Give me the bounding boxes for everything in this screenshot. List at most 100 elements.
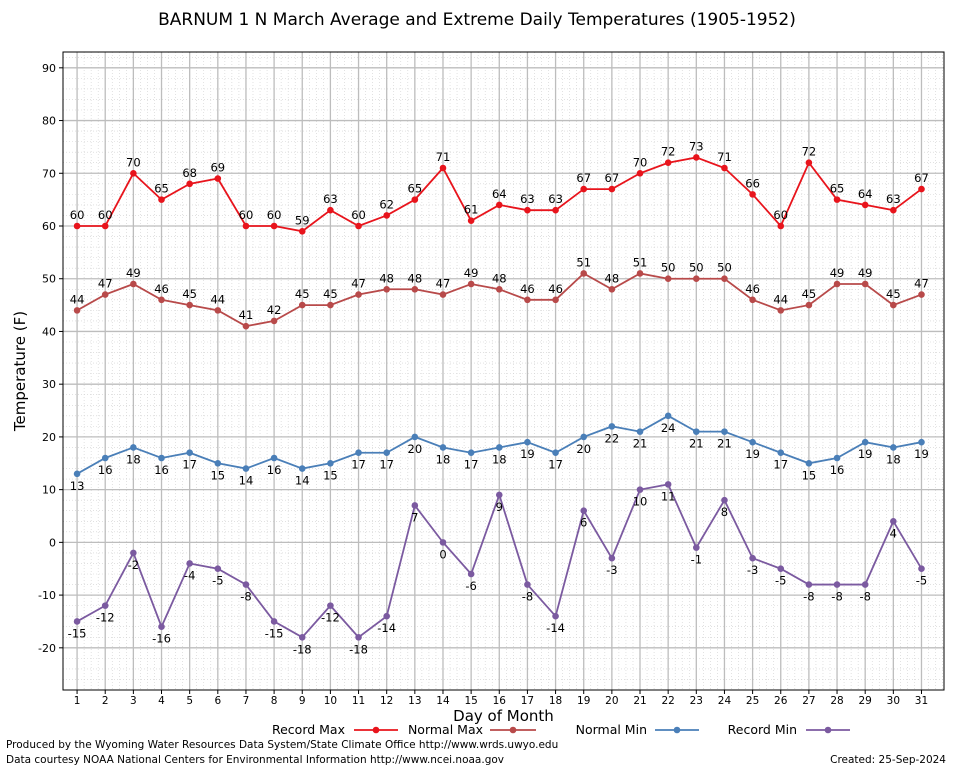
data-label: 46 — [548, 282, 563, 296]
data-point — [890, 301, 897, 309]
data-point — [327, 602, 334, 609]
data-label: 16 — [154, 463, 169, 477]
data-point — [101, 291, 109, 298]
legend-label-normal_max: Normal Max — [408, 722, 483, 737]
data-label: -8 — [240, 590, 251, 604]
data-point — [861, 201, 869, 209]
data-label: -6 — [465, 579, 476, 593]
x-axis: 1 2 3 4 5 6 7 8 9 10 11 12 13 14 15 16 17 18 19 20 21 22 23 24 2… — [74, 690, 928, 707]
data-label: 65 — [830, 182, 845, 196]
data-label: 67 — [576, 171, 591, 185]
data-point — [552, 206, 559, 214]
data-label: 49 — [126, 266, 141, 280]
data-point — [777, 449, 785, 457]
data-point — [73, 222, 81, 230]
data-point — [890, 206, 897, 214]
data-point — [439, 164, 447, 172]
data-point — [693, 428, 700, 435]
data-label: 45 — [802, 287, 817, 301]
data-label: 59 — [295, 213, 310, 227]
series-record_min: -15-12-2-16-4 -5-8-15-18-12-18-1470-69-8-… — [68, 481, 927, 656]
data-label: 16 — [98, 463, 113, 477]
data-point — [411, 285, 419, 293]
data-label: 20 — [408, 442, 423, 456]
data-point — [693, 544, 700, 551]
data-label: 72 — [802, 145, 817, 159]
data-point — [918, 438, 925, 446]
data-label: 71 — [436, 150, 451, 164]
data-label: -3 — [606, 563, 617, 577]
data-label: 72 — [661, 145, 676, 159]
data-label: 13 — [70, 479, 85, 493]
data-point — [833, 581, 841, 588]
data-point — [158, 296, 165, 304]
data-label: 46 — [520, 282, 535, 296]
data-point — [186, 301, 193, 309]
data-label: -3 — [747, 563, 758, 577]
data-point — [383, 285, 390, 293]
data-label: 49 — [858, 266, 873, 280]
data-label: -12 — [321, 611, 340, 625]
data-point — [552, 612, 559, 620]
data-point — [214, 459, 222, 467]
data-point — [270, 454, 278, 462]
data-label: 60 — [351, 208, 366, 222]
data-label: 49 — [830, 266, 845, 280]
data-label: -8 — [859, 590, 870, 604]
created-date: Created: 25-Sep-2024 — [830, 754, 946, 766]
data-label: 47 — [914, 277, 929, 291]
legend-label-normal_min: Normal Min — [576, 722, 647, 737]
x-tick-label: 21 — [633, 695, 646, 707]
data-label: 22 — [605, 431, 620, 445]
data-point — [777, 222, 785, 230]
x-tick-label: 2 — [102, 695, 109, 707]
x-tick-label: 28 — [830, 695, 843, 707]
chart-title: BARNUM 1 N March Average and Extreme Dai… — [158, 10, 796, 30]
legend: Record Max Normal Max Normal Min Record Min — [272, 722, 850, 737]
data-label: 17 — [773, 458, 788, 472]
x-tick-label: 22 — [661, 695, 674, 707]
data-point — [411, 196, 419, 203]
data-label: -18 — [293, 642, 312, 656]
data-point — [270, 317, 278, 325]
data-point — [890, 517, 897, 525]
data-label: -16 — [152, 632, 171, 646]
data-point — [805, 581, 813, 588]
legend-marker-record_max — [372, 726, 380, 734]
data-point — [270, 222, 278, 230]
legend-label-record_max: Record Max — [272, 722, 345, 737]
x-tick-label: 23 — [690, 695, 703, 707]
y-tick-label: 50 — [42, 273, 56, 286]
data-label: 50 — [689, 261, 704, 275]
data-point — [664, 412, 672, 420]
data-point — [636, 169, 644, 177]
data-label: 19 — [745, 447, 760, 461]
data-point — [298, 633, 306, 641]
x-tick-label: 31 — [915, 695, 928, 707]
data-label: 45 — [182, 287, 197, 301]
data-point — [355, 449, 362, 457]
data-label: 18 — [436, 452, 451, 466]
data-point — [270, 618, 278, 625]
x-tick-label: 9 — [299, 695, 306, 707]
data-point — [918, 565, 925, 573]
data-label: 47 — [98, 277, 113, 291]
series-normal_min: 13 16 18 16 17 15 14 16 14 15 17 17 20 18 17 18 19 17 20 22… — [70, 412, 929, 493]
x-tick-label: 11 — [352, 695, 365, 707]
data-label: 11 — [661, 489, 676, 503]
data-label: 15 — [802, 468, 817, 482]
data-point — [73, 470, 81, 478]
data-point — [524, 581, 531, 588]
data-point — [242, 322, 250, 330]
data-point — [298, 227, 306, 235]
data-point — [524, 296, 531, 304]
data-point — [693, 154, 700, 161]
data-label: 70 — [633, 155, 648, 169]
series-normal_max: 44 47 49 46 45 44 41 42 45 45 47 48 48 47 49 48 46 46 51 48… — [70, 255, 929, 330]
x-tick-label: 27 — [802, 695, 815, 707]
data-label: 63 — [548, 192, 563, 206]
data-label: 50 — [717, 261, 732, 275]
y-tick-label: 70 — [42, 167, 56, 180]
data-label: 71 — [717, 150, 732, 164]
